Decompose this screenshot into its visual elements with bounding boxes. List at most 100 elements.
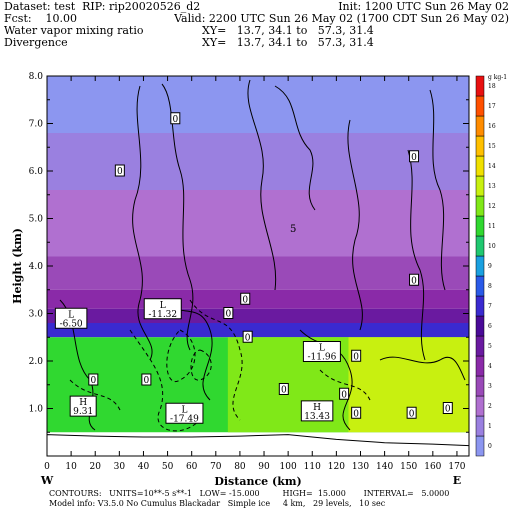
contour-label-box-4 [223,307,234,319]
colorbar-swatch-10 [475,235,485,257]
extremum-value-0: -6.50 [60,319,83,329]
field2-xy-label: XY= 13.7, 34.1 to 57.3, 31.4 [202,36,374,49]
contour-line-2 [247,79,277,291]
y-tick-label-0: 1.0 [29,405,44,415]
contour-label-2: 0 [411,153,417,163]
colorbar-swatch-5 [475,335,485,357]
x-axis-label: Distance (km) [214,475,301,488]
y-tick-label-6: 7.0 [29,120,44,130]
contour-label-12: 0 [409,409,415,419]
contour-label-11: 0 [353,409,359,419]
contour-label-9: 0 [144,376,150,386]
colorbar-label-8: 8 [488,283,492,290]
colorbar-label-4: 4 [488,363,492,370]
contour-label-box-5 [240,292,251,305]
moisture-band-4 [47,289,469,309]
contour-label-box-1 [114,164,125,177]
contours-info: CONTOURS: UNITS=10**-5 s**-1 LOW= -15.00… [49,489,450,498]
y-tick-label-3: 4.0 [29,262,44,272]
extremum-value-1: -11.32 [148,310,177,320]
colorbar-swatch-18 [475,75,485,97]
contour-line-4 [347,119,363,331]
contour-label-14: 0 [281,386,287,396]
moisture-band-2 [47,190,469,257]
contour-label-box-9 [141,373,152,386]
extremum-kind-5: H [313,403,321,413]
x-tick-label-1: 10 [65,462,77,472]
contour-line-6 [429,89,446,291]
contour-label-7: 0 [353,352,359,362]
west-endpoint-label: W [40,474,54,487]
colorbar-swatch-15 [475,135,485,157]
x-tick-label-9: 90 [258,462,270,472]
colorbar-label-11: 11 [488,223,496,230]
colorbar-swatch-16 [475,115,485,137]
colorbar-swatch-12 [475,195,485,217]
colorbar-swatch-13 [475,175,485,197]
extremum-box-4 [69,395,97,417]
colorbar-swatch-0 [475,435,485,457]
field1-xy-label: XY= 13.7, 34.1 to 57.3, 31.4 [202,24,374,37]
colorbar-label-16: 16 [488,123,496,130]
extremum-box-2 [302,341,341,362]
x-tick-label-5: 50 [162,462,174,472]
colorbar-swatch-6 [475,315,485,337]
y-tick-label-5: 6.0 [29,167,44,177]
moisture-fill-layer [47,76,469,456]
moisture-band-1 [47,133,469,190]
colorbar-label-15: 15 [488,143,496,150]
field2-label: Divergence [4,36,68,49]
y-tick-label-1: 2.0 [29,357,44,367]
colorbar-label-18: 18 [488,83,496,90]
colorbar-label-7: 7 [488,303,492,310]
x-tick-label-7: 70 [210,462,222,472]
y-tick-label-4: 5.0 [29,215,44,225]
x-tick-label-3: 30 [114,462,126,472]
valid-time-label: Valid: 2200 UTC Sun 26 May 02 (1700 CDT … [174,12,509,25]
contour-label-5: 0 [242,295,248,305]
colorbar-swatch-17 [475,95,485,117]
contour-label-0: 0 [172,115,178,125]
x-tick-label-16: 160 [424,462,441,472]
x-tick-label-14: 140 [376,462,393,472]
field1-label: Water vapor mixing ratio [4,24,144,37]
colorbar-label-5: 5 [488,343,492,350]
contour-label-box-14 [278,383,289,395]
moisture-band-0 [47,76,469,133]
colorbar-swatch-1 [475,415,485,437]
contour-label-box-12 [406,406,417,419]
x-tick-label-13: 130 [352,462,369,472]
x-tick-label-11: 110 [304,462,321,472]
y-tick-label-7: 8.0 [29,72,44,82]
colorbar-swatch-3 [475,375,485,397]
east-endpoint-label: E [453,474,461,487]
moisture-band-3 [47,256,469,290]
colorbar-label-6: 6 [488,323,492,330]
contour-label-box-2 [409,150,420,163]
moisture-band-6 [47,323,469,338]
x-tick-label-10: 100 [280,462,297,472]
contour-line-5 [407,149,426,361]
colorbar-swatch-9 [475,255,485,277]
contour-dashed-3 [69,379,121,411]
colorbar-label-3: 3 [488,383,492,390]
contour-label-box-10 [339,387,350,400]
y-axis-label: Height (km) [11,228,24,304]
x-tick-label-15: 150 [400,462,417,472]
colorbar-swatch-11 [475,215,485,237]
extremum-value-5: 13.43 [304,412,330,422]
x-tick-label-0: 0 [44,462,50,472]
terrain [47,434,469,456]
forecast-hour-label: Fcst: 10.00 [4,12,78,25]
contour-label-10: 0 [341,390,347,400]
contour-label-box-13 [442,402,453,414]
model-info: Model info: V3.5.0 No Cumulus Blackadar … [49,499,386,508]
extremum-kind-1: L [160,301,166,311]
x-tick-label-2: 20 [90,462,102,472]
colorbar-label-14: 14 [488,163,496,170]
extremum-box-0 [54,307,88,329]
colorbar-unit-label: g kg-1 [488,74,507,81]
